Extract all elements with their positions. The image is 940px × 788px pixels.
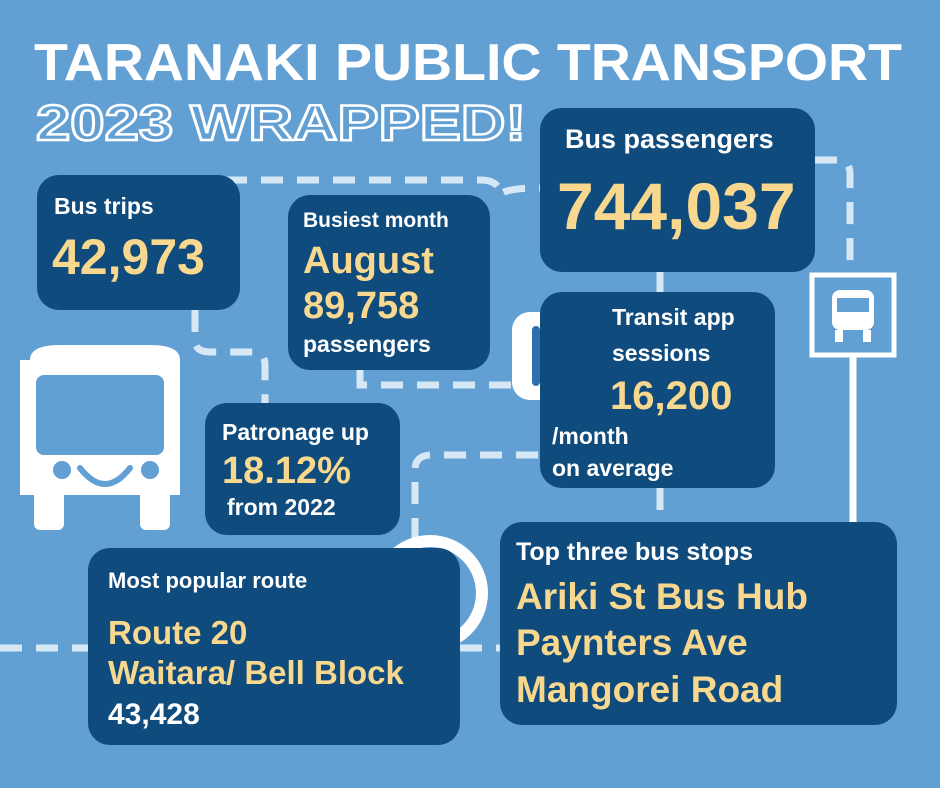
busiest-month-card: Busiest month August 89,758 passengers — [288, 195, 490, 370]
value: 16,200 — [610, 374, 733, 418]
label: Most popular route — [108, 568, 308, 593]
unit: passengers — [303, 331, 431, 357]
note: on average — [552, 455, 674, 481]
patronage-card: Patronage up 18.12% from 2022 — [205, 403, 400, 535]
bus-trips-card: Bus trips 42,973 — [37, 175, 240, 310]
label-line: Transit app — [612, 304, 735, 330]
bus-passengers-card: Bus passengers 744,037 — [540, 108, 815, 272]
label: Bus trips — [54, 193, 154, 219]
value: 89,758 — [303, 285, 420, 327]
value: 744,037 — [557, 169, 796, 243]
label: Bus passengers — [565, 124, 774, 154]
label: Patronage up — [222, 419, 369, 445]
popular-route-card: Most popular route Route 20 Waitara/ Bel… — [88, 548, 460, 745]
transit-app-card: Transit app sessions 16,200 /month on av… — [540, 292, 775, 488]
top-stops-card: Top three bus stops Ariki St Bus Hub Pay… — [500, 522, 897, 725]
value: 42,973 — [52, 229, 205, 285]
note: from 2022 — [227, 494, 336, 520]
value: 43,428 — [108, 698, 200, 731]
month: August — [303, 240, 434, 282]
label: Top three bus stops — [516, 538, 754, 566]
value: 18.12% — [222, 450, 351, 492]
stop: Mangorei Road — [516, 669, 784, 710]
unit: /month — [552, 423, 629, 449]
title: TARANAKI PUBLIC TRANSPORT — [34, 34, 902, 92]
stop: Ariki St Bus Hub — [516, 576, 808, 617]
route-name: Waitara/ Bell Block — [108, 654, 404, 691]
stop: Paynters Ave — [516, 622, 748, 663]
label: Busiest month — [303, 209, 449, 232]
route: Route 20 — [108, 614, 248, 651]
subtitle: 2023 WRAPPED! — [36, 95, 526, 151]
label-line: sessions — [612, 340, 711, 366]
